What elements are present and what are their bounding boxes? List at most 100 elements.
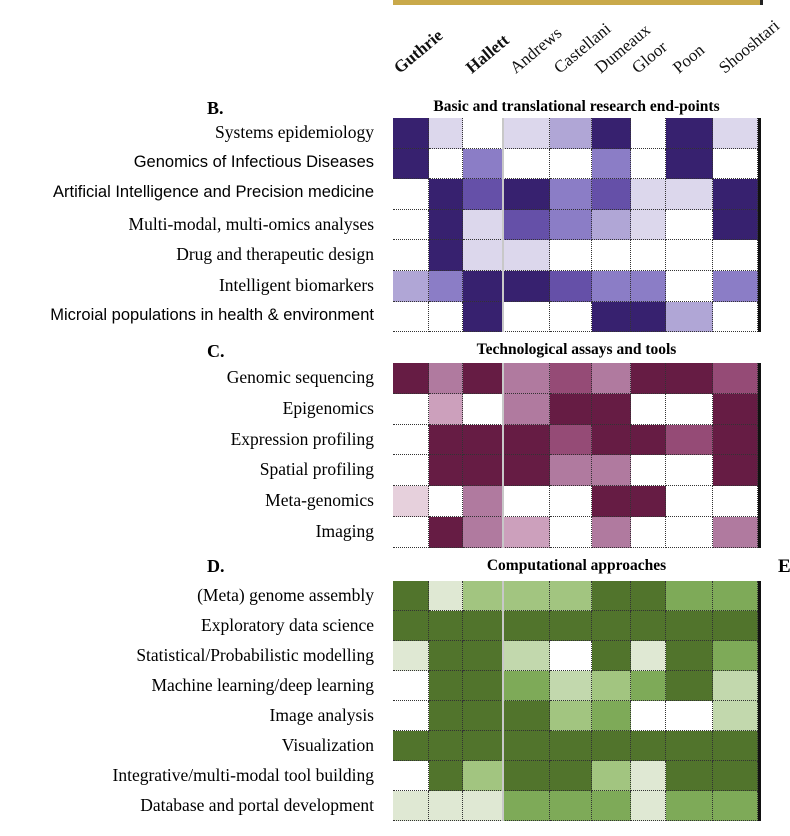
heatmap-cell [631,455,666,487]
heatmap-cell [713,271,758,302]
heatmap-cell [550,363,592,394]
heatmap-cell [713,671,758,701]
heatmap-cell [666,179,713,210]
previous-panel-strip [393,0,763,5]
heatmap-cell [429,486,463,517]
heatmap-cell [631,209,666,241]
heatmap-cell [713,486,758,517]
heatmap-cell [463,581,503,611]
heatmap-cell [503,240,550,271]
heatmap-cell [713,179,758,210]
grid-right-border [758,363,761,548]
heatmap-cell [631,424,666,456]
heatmap-cell [429,271,463,302]
heatmap-cell [463,701,503,731]
heatmap-cell [393,118,429,149]
heatmap-cell [631,301,666,333]
heatmap-cell [666,731,713,761]
heatmap-cell [503,455,550,487]
heatmap-cell [463,731,503,761]
heatmap-cell [631,641,666,671]
heatmap-cell [592,148,631,180]
heatmap-cell [503,179,550,210]
heatmap-cell [550,611,592,641]
row-label: Visualization [281,735,374,755]
heatmap-cell [503,486,550,517]
heatmap-cell [463,179,503,210]
heatmap-cell [429,455,463,487]
heatmap-cell [463,517,503,548]
heatmap-cell [666,761,713,791]
heatmap-cell [631,581,666,611]
heatmap-cell [666,424,713,456]
heatmap-cell [713,424,758,456]
heatmap-cell [429,641,463,671]
heatmap-cell [631,611,666,641]
row-label: Genomics of Infectious Diseases [133,152,374,171]
heatmap-cell [550,731,592,761]
heatmap-cell [713,393,758,425]
heatmap-cell [666,486,713,517]
heatmap-cell [713,641,758,671]
heatmap-cell [713,363,758,394]
heatmap-cell [393,611,429,641]
heatmap-cell [592,611,631,641]
heatmap-cell [429,363,463,394]
heatmap-cell [666,641,713,671]
panel-title: Basic and translational research end-poi… [433,98,720,115]
heatmap-cell [429,148,463,180]
heatmap-cell [393,240,429,271]
heatmap-cell [631,118,666,149]
heatmap-cell [592,424,631,456]
heatmap-cell [666,671,713,701]
heatmap-cell [592,671,631,701]
heatmap-cell [592,301,631,333]
row-label: Imaging [315,521,374,541]
heatmap-cell [550,209,592,241]
heatmap-cell [592,118,631,149]
heatmap-cell [550,455,592,487]
group-separator [502,363,504,548]
heatmap-cell [393,424,429,456]
row-label: Genomic sequencing [226,367,374,387]
heatmap-cell [463,671,503,701]
panel-letter: C. [207,341,225,361]
heatmap-cell [463,455,503,487]
group-separator [502,581,504,821]
heatmap-cell [393,581,429,611]
heatmap-cell [463,486,503,517]
heatmap-cell [550,301,592,333]
row-label: Drug and therapeutic design [176,244,374,265]
group-separator [502,118,504,333]
heatmap-cell [592,209,631,241]
heatmap-cell [429,791,463,821]
heatmap-cell [393,148,429,180]
heatmap-cell [550,671,592,701]
heatmap-cell [503,424,550,456]
heatmap-cell [592,486,631,517]
heatmap-cell [631,671,666,701]
heatmap-cell [429,179,463,210]
heatmap-cell [429,393,463,425]
heatmap-cell [463,209,503,241]
heatmap-cell [713,118,758,149]
heatmap-cell [503,581,550,611]
heatmap-cell [393,671,429,701]
row-label: Systems epidemiology [215,122,374,142]
heatmap-cell [592,517,631,548]
heatmap-cell [592,791,631,821]
heatmap-cell [463,393,503,425]
row-label: Image analysis [269,705,374,725]
panel-letter-cut-off: E [778,556,790,577]
column-label: Guthrie [390,25,447,78]
heatmap-cell [713,455,758,487]
heatmap-cell [503,641,550,671]
heatmap-cell [666,701,713,731]
heatmap-cell [503,148,550,180]
heatmap-cell [393,271,429,302]
heatmap-cell [592,271,631,302]
heatmap-cell [592,393,631,425]
heatmap-cell [429,118,463,149]
row-label: Artificial Intelligence and Precision me… [53,183,374,202]
heatmap-cell [666,209,713,241]
